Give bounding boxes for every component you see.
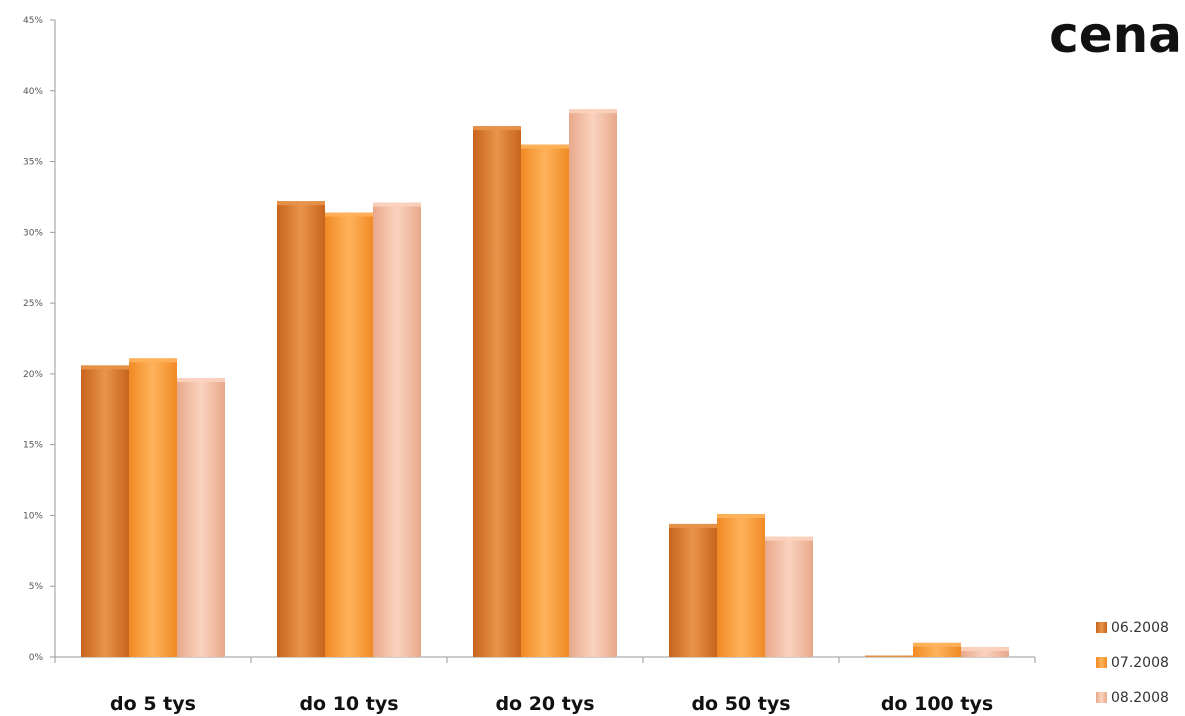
- bar: [521, 144, 569, 657]
- bar-top: [373, 202, 421, 207]
- bar: [373, 202, 421, 657]
- bars-group: [81, 109, 1009, 658]
- bar-top: [765, 536, 813, 541]
- bar-top: [717, 514, 765, 519]
- bar: [961, 647, 1009, 657]
- legend-label: 08.2008: [1111, 690, 1169, 706]
- category-label: do 100 tys: [881, 693, 993, 715]
- bar: [81, 365, 129, 657]
- bar: [473, 126, 521, 657]
- bar-top: [865, 655, 913, 657]
- bar-top: [913, 642, 961, 647]
- y-tick-label: 40%: [23, 87, 43, 97]
- bar: [669, 523, 717, 657]
- y-tick-label: 5%: [29, 582, 44, 592]
- legend-label: 06.2008: [1111, 620, 1169, 636]
- bar-top: [961, 647, 1009, 652]
- bar-top: [129, 358, 177, 363]
- chart-title: cena: [1049, 6, 1182, 64]
- y-tick-label: 25%: [23, 299, 43, 309]
- bar: [569, 109, 617, 658]
- y-tick-label: 30%: [23, 228, 43, 238]
- bar-top: [81, 365, 129, 370]
- legend-swatch: [1096, 622, 1107, 633]
- category-label: do 50 tys: [691, 693, 790, 715]
- category-labels: do 5 tys do 10 tys do 20 tys do 50 tys do 10…: [110, 693, 993, 715]
- y-tick-label: 45%: [23, 16, 43, 26]
- category-label: do 20 tys: [495, 693, 594, 715]
- bar: [765, 536, 813, 657]
- bar-top: [669, 523, 717, 528]
- category-label: do 10 tys: [299, 693, 398, 715]
- bar: [129, 358, 177, 657]
- category-label: do 5 tys: [110, 693, 196, 715]
- bar: [277, 201, 325, 658]
- bar-top: [569, 109, 617, 114]
- y-tick-label: 10%: [23, 511, 43, 521]
- bar-top: [277, 201, 325, 206]
- y-tick-label: 15%: [23, 441, 43, 451]
- y-tick-label: 20%: [23, 370, 43, 380]
- bar-top: [521, 144, 569, 149]
- bar-top: [473, 126, 521, 131]
- bar: [177, 378, 225, 657]
- y-axis-ticks: 0% 5% 10% 15% 20% 25% 30% 35% 40% 45%: [23, 16, 55, 663]
- bar-top: [177, 378, 225, 383]
- y-tick-label: 0%: [29, 653, 44, 663]
- bar-top: [325, 212, 373, 217]
- legend-swatch: [1096, 657, 1107, 668]
- bar: [325, 212, 373, 657]
- legend: 06.2008 07.2008 08.2008: [1096, 620, 1169, 706]
- x-axis-ticks: [54, 657, 1036, 663]
- bar: [717, 514, 765, 657]
- y-tick-label: 35%: [23, 158, 43, 168]
- legend-swatch: [1096, 692, 1107, 703]
- legend-label: 07.2008: [1111, 655, 1169, 671]
